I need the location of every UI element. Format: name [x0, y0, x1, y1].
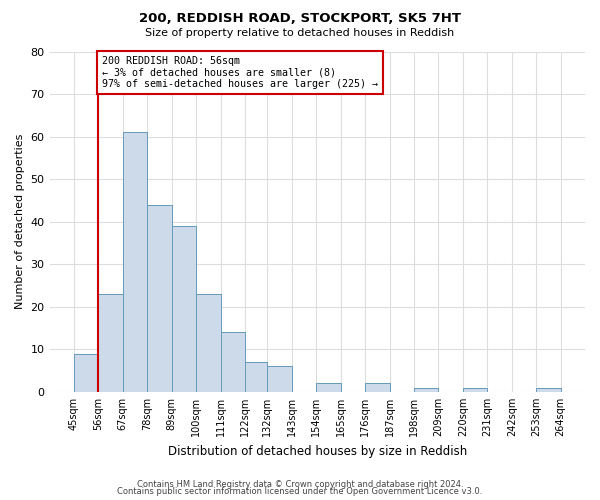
Bar — [463, 388, 487, 392]
Bar — [245, 362, 267, 392]
Text: 200 REDDISH ROAD: 56sqm
← 3% of detached houses are smaller (8)
97% of semi-deta: 200 REDDISH ROAD: 56sqm ← 3% of detached… — [101, 56, 377, 89]
Bar — [98, 294, 123, 392]
Bar — [147, 204, 172, 392]
Bar — [74, 354, 98, 392]
X-axis label: Distribution of detached houses by size in Reddish: Distribution of detached houses by size … — [167, 444, 467, 458]
Bar — [365, 384, 389, 392]
Bar — [536, 388, 560, 392]
Bar — [414, 388, 439, 392]
Y-axis label: Number of detached properties: Number of detached properties — [15, 134, 25, 310]
Bar — [267, 366, 292, 392]
Text: 200, REDDISH ROAD, STOCKPORT, SK5 7HT: 200, REDDISH ROAD, STOCKPORT, SK5 7HT — [139, 12, 461, 26]
Bar — [172, 226, 196, 392]
Text: Contains HM Land Registry data © Crown copyright and database right 2024.: Contains HM Land Registry data © Crown c… — [137, 480, 463, 489]
Bar — [316, 384, 341, 392]
Bar — [123, 132, 147, 392]
Text: Contains public sector information licensed under the Open Government Licence v3: Contains public sector information licen… — [118, 487, 482, 496]
Bar — [221, 332, 245, 392]
Text: Size of property relative to detached houses in Reddish: Size of property relative to detached ho… — [145, 28, 455, 38]
Bar — [196, 294, 221, 392]
